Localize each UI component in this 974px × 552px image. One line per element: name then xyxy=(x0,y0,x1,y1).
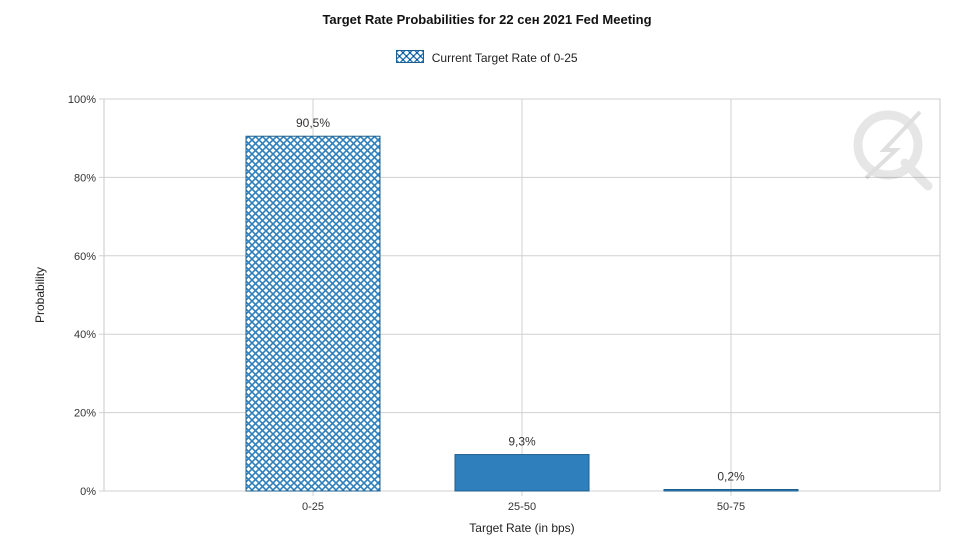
x-tick-label: 25-50 xyxy=(508,501,536,513)
y-tick-label: 0% xyxy=(80,486,96,498)
data-label: 9,3% xyxy=(508,435,536,449)
y-tick-label: 40% xyxy=(74,329,96,341)
y-tick-label: 60% xyxy=(74,251,96,263)
x-tick-label: 0-25 xyxy=(302,501,324,513)
bar-25-50 xyxy=(454,454,590,492)
x-tick-label: 50-75 xyxy=(717,501,745,513)
bar-0-25 xyxy=(245,135,381,492)
legend: Current Target Rate of 0-25 xyxy=(0,50,974,65)
y-tick-label: 100% xyxy=(68,94,96,106)
chart-title: Target Rate Probabilities for 22 сен 202… xyxy=(322,12,652,27)
y-axis-title: Probability xyxy=(33,267,47,323)
y-tick-label: 80% xyxy=(74,172,96,184)
x-axis-title: Target Rate (in bps) xyxy=(469,521,574,535)
bar-50-75 xyxy=(663,489,799,492)
grid: 0% 20% 40% 60% 80% 100% xyxy=(68,94,941,498)
labels: 90,5% 0-25 9,3% 25-50 0,2% 50-75 xyxy=(296,116,745,513)
legend-swatch-hatched xyxy=(396,50,425,63)
legend-label: Current Target Rate of 0-25 xyxy=(431,51,578,65)
bars xyxy=(245,135,799,492)
data-label: 0,2% xyxy=(717,470,745,484)
lightning-q-logo-icon xyxy=(853,110,933,191)
y-tick-label: 20% xyxy=(74,408,96,420)
data-label: 90,5% xyxy=(296,116,330,130)
